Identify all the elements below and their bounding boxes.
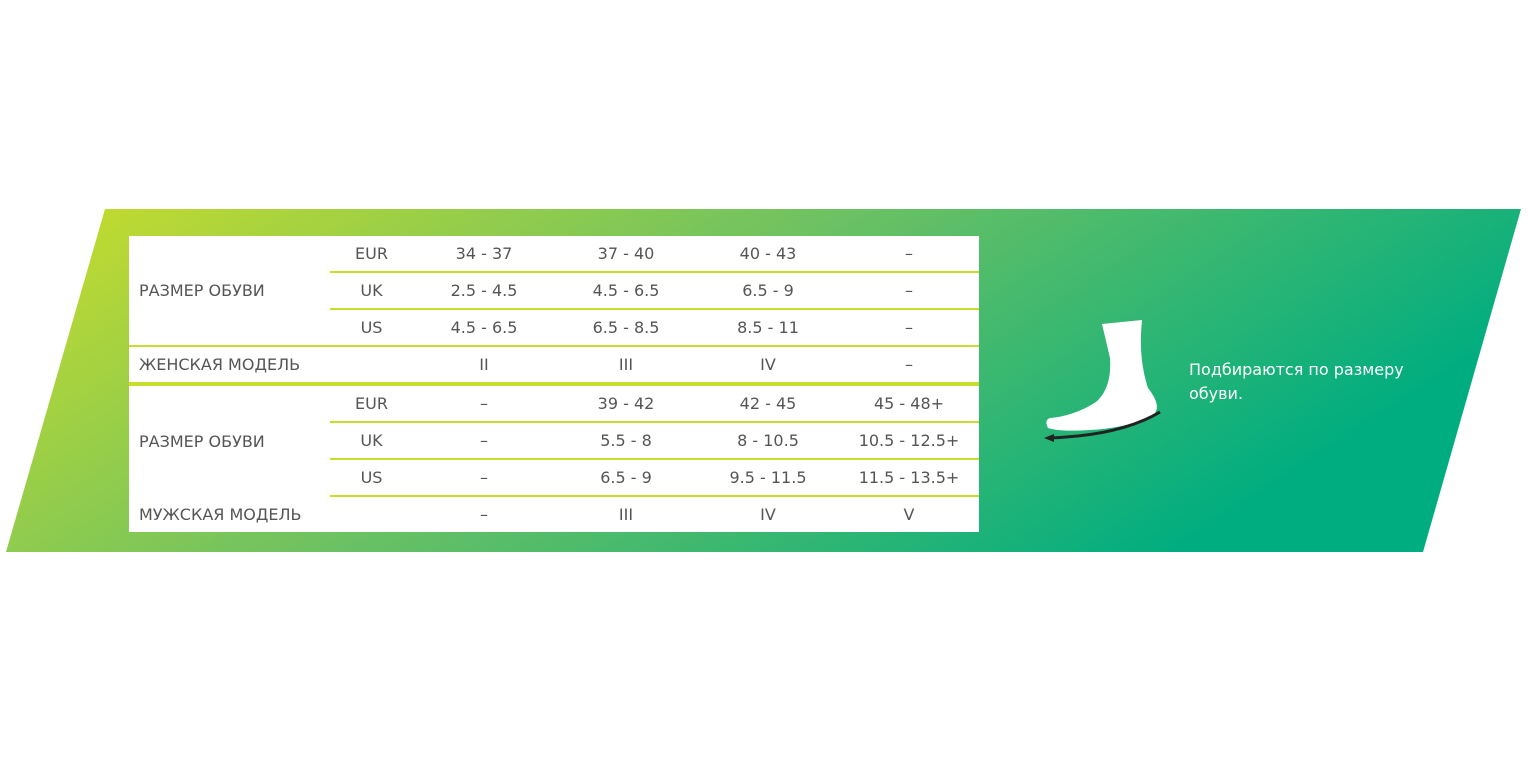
women-model-row: ЖЕНСКАЯ МОДЕЛЬ II III IV – [129,346,979,386]
cell: 42 - 45 [697,384,839,423]
cell: – [905,318,913,337]
cell: 40 - 43 [697,236,839,273]
cell: 11.5 - 13.5+ [839,459,979,497]
table-row: US 4.5 - 6.5 6.5 - 8.5 8.5 - 11 – [129,309,979,346]
cell: 6.5 - 9 [555,459,697,497]
table-row: US – 6.5 - 9 9.5 - 11.5 11.5 - 13.5+ [129,459,979,497]
cell: 10.5 - 12.5+ [839,422,979,460]
men-model-row: МУЖСКАЯ МОДЕЛЬ – III IV V [129,496,979,532]
table-row: UK – 5.5 - 8 8 - 10.5 10.5 - 12.5+ [129,422,979,460]
cell: 5.5 - 8 [555,422,697,460]
cell: 4.5 - 6.5 [450,318,518,337]
cell: – [839,272,979,310]
cell: IV [697,346,839,386]
cell: 34 - 37 [413,236,555,273]
fit-note: Подбираются по размеру обуви. [1189,360,1404,403]
table-row: UK 2.5 - 4.5 4.5 - 6.5 6.5 - 9 – [129,272,979,310]
cell: 4.5 - 6.5 [555,272,697,310]
size-system: US [360,318,383,337]
cell: – [839,236,979,273]
cell: III [618,505,634,524]
cell: 45 - 48+ [839,384,979,423]
size-system: EUR [330,384,413,423]
cell: 8 - 10.5 [697,422,839,460]
cell: 8.5 - 11 [737,318,799,337]
cell: – [413,422,555,460]
men-size-label: РАЗМЕР ОБУВИ [139,431,265,451]
cell: IV [760,505,776,524]
cell: – [413,459,555,497]
cell: – [839,346,979,386]
size-system: EUR [330,236,413,273]
women-size-label: РАЗМЕР ОБУВИ [139,281,265,300]
cell: – [480,505,488,524]
cell: – [413,384,555,423]
cell: 37 - 40 [555,236,697,273]
cell: V [903,505,915,524]
size-system: UK [330,272,413,310]
cell: 2.5 - 4.5 [413,272,555,310]
size-system: US [330,459,413,497]
size-system: UK [330,422,413,460]
foot-icon [1044,320,1161,442]
cell: II [413,346,555,386]
women-model-label: ЖЕНСКАЯ МОДЕЛЬ [129,346,413,386]
cell: III [555,346,697,386]
table-row: РАЗМЕР ОБУВИ EUR – 39 - 42 42 - 45 45 - … [129,384,979,451]
cell: 9.5 - 11.5 [697,459,839,497]
cell: 6.5 - 8.5 [592,318,660,337]
cell: 6.5 - 9 [697,272,839,310]
men-model-label: МУЖСКАЯ МОДЕЛЬ [139,505,302,524]
cell: 39 - 42 [555,384,697,423]
size-chart-table: РАЗМЕР ОБУВИ EUR 34 - 37 37 - 40 40 - 43… [129,236,979,532]
table-row: РАЗМЕР ОБУВИ EUR 34 - 37 37 - 40 40 - 43… [129,236,979,300]
